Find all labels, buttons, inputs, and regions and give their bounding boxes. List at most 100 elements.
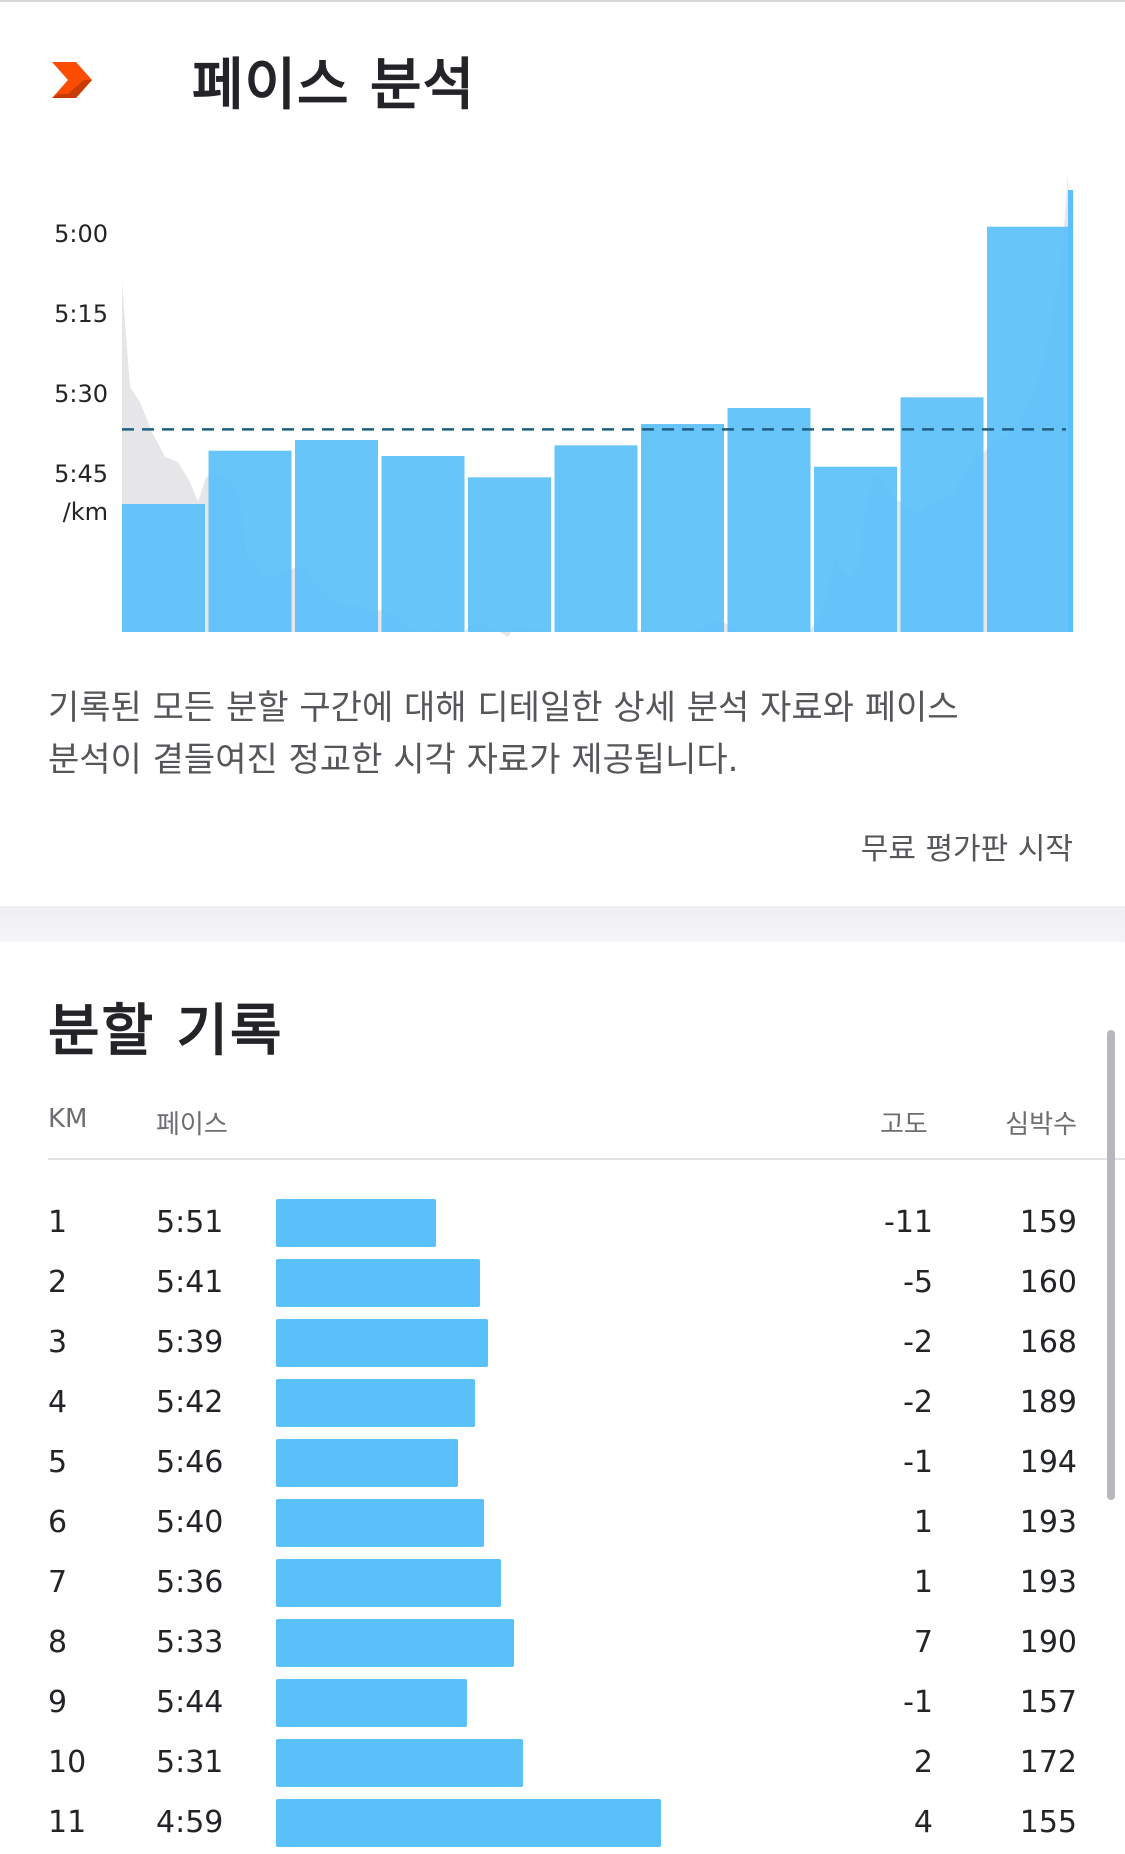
split-pace-bar <box>276 1379 475 1427</box>
y-tick-label: 5:15 <box>54 300 108 328</box>
pace-bar <box>727 408 811 632</box>
pace-bar <box>468 477 551 632</box>
split-km: 9 <box>48 1685 68 1720</box>
split-row[interactable]: 3 5:39 -2 168 <box>0 1312 1125 1372</box>
split-row[interactable]: 7 5:36 1 193 <box>0 1552 1125 1612</box>
split-km: 7 <box>48 1565 68 1600</box>
split-km: 5 <box>48 1445 68 1480</box>
split-row[interactable]: 2 5:41 -5 160 <box>0 1252 1125 1312</box>
pace-analysis-chart: 5:00 5:15 5:30 5:45/km <box>54 172 1073 637</box>
split-heart-rate: 189 <box>1019 1385 1077 1420</box>
split-pace-bar-track <box>276 1379 876 1427</box>
split-heart-rate: 193 <box>1019 1505 1077 1540</box>
chevron-logo-icon <box>52 62 92 98</box>
header-divider <box>48 1158 1125 1160</box>
split-pace-bar-track <box>276 1799 876 1847</box>
split-pace: 5:42 <box>156 1385 224 1420</box>
column-header-pace: 페이스 <box>156 1110 228 1140</box>
split-km: 2 <box>48 1265 68 1300</box>
pace-analysis-title: 페이스 분석 <box>192 52 476 118</box>
split-elevation: -1 <box>903 1445 933 1480</box>
split-pace-bar <box>276 1319 488 1367</box>
split-pace-bar <box>276 1559 501 1607</box>
split-pace: 4:59 <box>156 1805 224 1840</box>
split-elevation: 2 <box>913 1745 933 1780</box>
split-row[interactable]: 11 4:59 4 155 <box>0 1792 1125 1852</box>
split-row[interactable]: 6 5:40 1 193 <box>0 1492 1125 1552</box>
top-divider <box>0 0 1125 2</box>
vertical-scrollbar[interactable] <box>1107 1030 1115 1500</box>
description-line-1: 기록된 모든 분할 구간에 대해 디테일한 상세 분석 자료와 페이스 <box>48 688 959 728</box>
pace-analysis-card: 페이스 분석 5:00 5:15 5:30 5:45/km 기록된 모든 분할 구간에… <box>0 2 1125 906</box>
split-row[interactable]: 9 5:44 -1 157 <box>0 1672 1125 1732</box>
split-heart-rate: 168 <box>1019 1325 1077 1360</box>
y-tick-label: 5:45 <box>54 460 108 488</box>
start-free-trial-link[interactable]: 무료 평가판 시작 <box>860 832 1073 867</box>
split-heart-rate: 157 <box>1019 1685 1077 1720</box>
split-pace: 5:46 <box>156 1445 224 1480</box>
pace-analysis-description: 기록된 모든 분할 구간에 대해 디테일한 상세 분석 자료와 페이스 분석이 … <box>48 682 1068 786</box>
split-pace-bar <box>276 1199 436 1247</box>
split-pace: 5:51 <box>156 1205 224 1240</box>
split-km: 4 <box>48 1385 68 1420</box>
pace-y-axis: 5:00 5:15 5:30 5:45/km <box>54 220 108 526</box>
y-unit-label: /km <box>63 498 108 526</box>
split-elevation: 4 <box>913 1805 933 1840</box>
split-pace: 5:33 <box>156 1625 224 1660</box>
split-pace: 5:40 <box>156 1505 224 1540</box>
split-km: 8 <box>48 1625 68 1660</box>
split-km: 10 <box>48 1745 87 1780</box>
split-row[interactable]: 4 5:42 -2 189 <box>0 1372 1125 1432</box>
split-row[interactable]: 5 5:46 -1 194 <box>0 1432 1125 1492</box>
split-pace-bar <box>276 1259 480 1307</box>
pace-bar <box>208 450 292 632</box>
split-pace-bar-track <box>276 1499 876 1547</box>
split-elevation: -1 <box>903 1685 933 1720</box>
split-pace-bar-track <box>276 1679 876 1727</box>
split-heart-rate: 155 <box>1019 1805 1077 1840</box>
splits-card: 분할 기록 KM 페이스 고도 심박수 1 5:51 -11 159 2 5:41 -5 16… <box>0 942 1125 1854</box>
split-heart-rate: 193 <box>1019 1565 1077 1600</box>
pace-bar <box>900 397 984 632</box>
split-elevation: -11 <box>884 1205 933 1240</box>
split-elevation: 1 <box>913 1505 933 1540</box>
split-pace-bar-track <box>276 1559 876 1607</box>
split-heart-rate: 160 <box>1019 1265 1077 1300</box>
split-row[interactable]: 10 5:31 2 172 <box>0 1732 1125 1792</box>
split-pace: 5:39 <box>156 1325 224 1360</box>
y-tick-label: 5:30 <box>54 380 108 408</box>
split-pace: 5:31 <box>156 1745 224 1780</box>
split-pace-bar <box>276 1499 484 1547</box>
split-elevation: 7 <box>913 1625 933 1660</box>
split-elevation: -2 <box>903 1385 933 1420</box>
pace-bar <box>381 456 465 632</box>
split-pace-bar-track <box>276 1259 876 1307</box>
splits-title: 분할 기록 <box>48 999 284 1064</box>
split-heart-rate: 159 <box>1019 1205 1077 1240</box>
split-elevation: -2 <box>903 1325 933 1360</box>
pace-bar <box>122 504 205 632</box>
current-position-indicator <box>1068 190 1073 632</box>
section-divider <box>0 906 1125 942</box>
split-heart-rate: 172 <box>1019 1745 1077 1780</box>
split-heart-rate: 194 <box>1019 1445 1077 1480</box>
pace-bar <box>814 466 897 632</box>
split-km: 11 <box>48 1805 87 1840</box>
split-row[interactable]: 1 5:51 -11 159 <box>0 1192 1125 1252</box>
column-header-heart-rate: 심박수 <box>1005 1110 1077 1140</box>
split-pace: 5:44 <box>156 1685 224 1720</box>
split-pace-bar <box>276 1439 458 1487</box>
split-km: 1 <box>48 1205 68 1240</box>
split-row[interactable]: 8 5:33 7 190 <box>0 1612 1125 1672</box>
split-pace-bar-track <box>276 1439 876 1487</box>
split-km: 3 <box>48 1325 68 1360</box>
split-pace-bar <box>276 1679 467 1727</box>
pace-analysis-header: 페이스 분석 <box>48 40 475 120</box>
split-elevation: 1 <box>913 1565 933 1600</box>
pace-bar <box>641 424 724 632</box>
split-pace-bar <box>276 1619 514 1667</box>
split-pace-bar-track <box>276 1199 876 1247</box>
split-pace-bar-track <box>276 1619 876 1667</box>
column-header-km: KM <box>48 1104 88 1134</box>
split-pace-bar-track <box>276 1739 876 1787</box>
